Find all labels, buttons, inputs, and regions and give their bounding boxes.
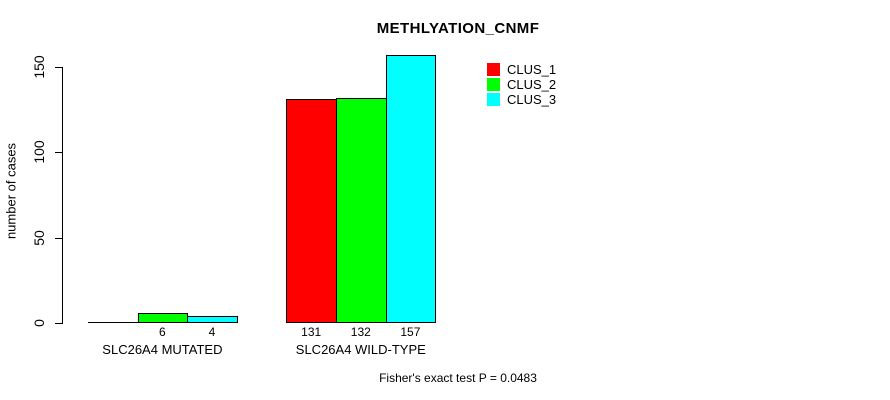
bar: [88, 322, 139, 323]
legend-item: CLUS_3: [487, 92, 556, 107]
bar-value-label: 157: [400, 325, 421, 339]
y-tick-label: 50: [31, 229, 47, 246]
group-label: SLC26A4 MUTATED: [102, 342, 223, 357]
bar-value-label: 6: [159, 325, 166, 339]
y-tick: [55, 152, 62, 154]
group-label: SLC26A4 WILD-TYPE: [295, 342, 426, 357]
legend-swatch: [487, 63, 500, 76]
bar: [137, 313, 189, 323]
legend-item: CLUS_1: [487, 62, 556, 77]
legend: CLUS_1 CLUS_2 CLUS_3: [487, 62, 556, 107]
y-tick: [55, 237, 62, 239]
bar-value-label: 131: [301, 325, 322, 339]
chart-title: METHLYATION_CNMF: [376, 20, 540, 37]
y-tick-label: 100: [31, 140, 47, 165]
bar: [336, 98, 387, 323]
legend-label: CLUS_2: [507, 77, 557, 92]
bar: [286, 99, 337, 323]
legend-swatch: [487, 93, 500, 106]
y-axis-label: number of cases: [3, 142, 19, 240]
legend-item: CLUS_2: [487, 77, 556, 92]
legend-swatch: [487, 78, 500, 91]
legend-label: CLUS_1: [507, 62, 557, 77]
y-tick: [55, 67, 62, 68]
y-tick-label: 150: [31, 55, 47, 79]
y-axis-line: [62, 67, 63, 324]
y-tick-label: 0: [31, 319, 47, 327]
bar: [187, 316, 238, 323]
bar: [385, 55, 437, 323]
bar-value-label: 4: [208, 325, 216, 339]
bar-value-label: 132: [350, 325, 371, 339]
footer-note: Fisher's exact test P = 0.0483: [379, 371, 537, 385]
legend-label: CLUS_3: [507, 92, 557, 107]
y-tick: [55, 323, 62, 324]
